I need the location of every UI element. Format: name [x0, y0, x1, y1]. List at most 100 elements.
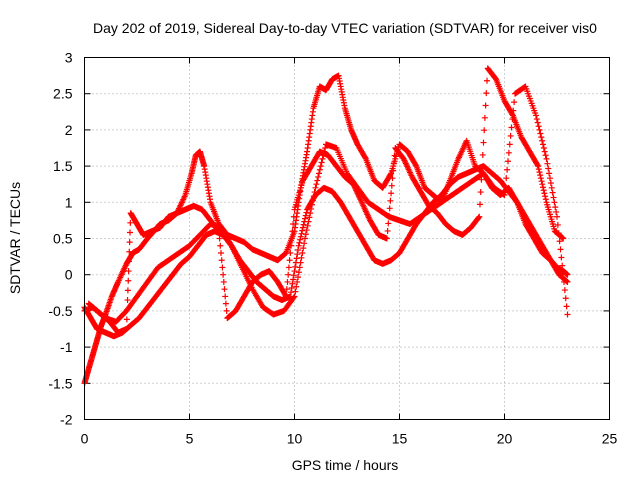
data-point	[505, 158, 511, 165]
data-point	[477, 189, 484, 196]
data-point	[299, 224, 306, 231]
y-tick-label: 1	[65, 194, 73, 210]
data-point	[481, 114, 488, 121]
data-point	[390, 160, 397, 167]
data-point	[316, 170, 322, 177]
data-point	[553, 208, 560, 215]
data-point	[301, 240, 308, 247]
y-axis-label: SDTVAR / TECUs	[7, 182, 23, 294]
data-point	[294, 278, 301, 285]
data-point	[299, 227, 306, 234]
data-point	[295, 242, 302, 249]
data-point	[539, 137, 546, 144]
data-point	[511, 99, 518, 106]
data-point	[295, 269, 302, 276]
data-point	[294, 251, 301, 258]
data-point	[538, 134, 545, 141]
data-point	[475, 214, 482, 221]
data-point	[221, 286, 228, 293]
data-point	[293, 255, 300, 262]
data-point	[295, 246, 301, 253]
data-point	[389, 175, 396, 182]
data-point	[291, 293, 298, 300]
data-point	[300, 221, 307, 228]
data-point	[564, 271, 571, 278]
data-point	[297, 259, 304, 266]
data-point	[222, 300, 229, 307]
data-point	[551, 199, 558, 206]
data-point	[481, 127, 488, 134]
data-point	[510, 107, 517, 114]
data-point	[309, 201, 315, 208]
data-point	[216, 235, 223, 242]
data-point	[557, 246, 564, 253]
y-tick-label: -2	[60, 412, 73, 428]
data-point	[319, 155, 326, 162]
data-point	[383, 235, 390, 242]
data-point	[537, 175, 544, 182]
data-point	[506, 141, 513, 148]
data-point	[288, 289, 294, 296]
data-point	[544, 160, 551, 167]
y-tick-label: 0.5	[53, 231, 73, 247]
data-point	[387, 171, 394, 178]
data-point	[316, 166, 323, 173]
data-point	[288, 242, 294, 249]
data-point	[505, 149, 512, 156]
data-point	[286, 257, 293, 264]
data-point	[283, 286, 290, 293]
data-point	[561, 278, 567, 285]
data-point	[312, 184, 319, 191]
data-point	[298, 254, 305, 261]
data-point	[537, 172, 544, 179]
chart-title: Day 202 of 2019, Sidereal Day-to-day VTE…	[93, 20, 597, 36]
data-point	[540, 141, 546, 148]
data-point	[321, 148, 328, 155]
data-point	[559, 262, 566, 269]
data-point	[385, 220, 392, 227]
data-point	[540, 187, 547, 194]
data-point	[388, 190, 395, 197]
data-point	[296, 239, 303, 246]
data-point	[508, 124, 515, 131]
data-point	[504, 166, 511, 173]
x-tick-label: 15	[392, 431, 408, 447]
data-point	[547, 175, 553, 182]
data-point	[388, 182, 395, 189]
data-point	[482, 102, 489, 109]
data-point	[545, 165, 552, 172]
data-point	[284, 278, 291, 285]
data-point	[552, 204, 559, 211]
data-point	[479, 164, 486, 171]
data-point	[298, 230, 305, 237]
data-point	[554, 221, 561, 228]
x-tick-label: 20	[497, 431, 513, 447]
data-point	[290, 221, 297, 228]
data-point	[127, 219, 134, 226]
data-point	[387, 197, 394, 204]
data-point	[503, 175, 510, 182]
data-point	[535, 123, 542, 130]
data-point	[539, 181, 546, 188]
data-point	[534, 119, 541, 126]
data-point	[533, 116, 540, 123]
data-point	[362, 154, 369, 161]
data-point	[308, 205, 315, 212]
data-point	[556, 238, 563, 245]
y-tick-label: 0	[65, 267, 73, 283]
series-D	[85, 83, 571, 325]
data-point	[322, 145, 329, 151]
data-point	[291, 268, 298, 275]
data-point	[555, 230, 562, 237]
data-point	[305, 218, 312, 225]
data-point	[501, 192, 508, 199]
data-point	[540, 184, 546, 191]
data-point	[299, 249, 306, 256]
data-point	[540, 145, 547, 151]
data-point	[541, 190, 548, 197]
data-point	[559, 234, 566, 241]
data-point	[302, 212, 309, 219]
data-point	[302, 231, 309, 238]
data-point	[314, 177, 321, 184]
data-point	[311, 189, 318, 196]
